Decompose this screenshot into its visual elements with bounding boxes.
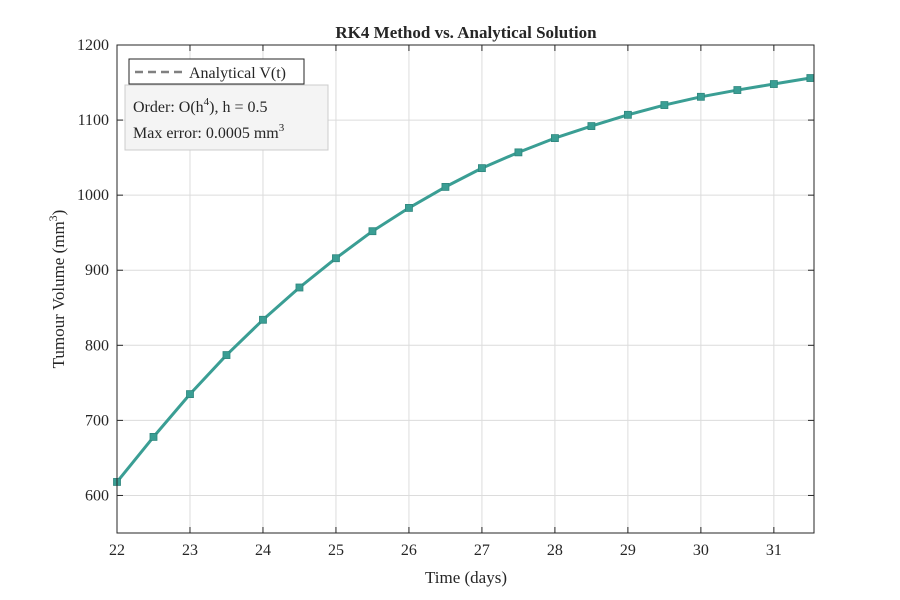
x-tick-label: 29 xyxy=(620,542,636,559)
rk4-data-point xyxy=(259,315,267,324)
y-axis-label-sup: 3 xyxy=(46,215,60,221)
y-tick-label: 900 xyxy=(85,262,109,279)
annotation-error-prefix: Max error: 0.0005 mm xyxy=(133,125,279,142)
x-tick-label: 26 xyxy=(401,542,417,559)
rk4-data-point xyxy=(660,101,669,109)
annotation-order: Order: O(h4), h = 0.5 xyxy=(133,96,268,116)
y-tick-label: 1200 xyxy=(77,37,109,54)
y-axis-label-main: Tumour Volume (mm xyxy=(49,221,68,368)
rk4-data-point xyxy=(186,390,194,399)
rk4-data-point xyxy=(405,204,413,212)
rk4-data-point xyxy=(478,164,486,173)
chart-title: RK4 Method vs. Analytical Solution xyxy=(335,23,597,42)
x-tick-label: 22 xyxy=(109,542,125,559)
legend-box xyxy=(128,58,305,85)
rk4-data-point xyxy=(769,80,778,88)
annotation-error-sup: 3 xyxy=(279,122,285,134)
y-tick-label: 700 xyxy=(85,412,109,429)
rk4-series-line xyxy=(115,76,811,483)
x-tick-label: 25 xyxy=(328,542,344,559)
legend-label-analytical: Analytical V(t) xyxy=(189,65,286,82)
rk4-data-point xyxy=(368,227,377,236)
x-tick-label: 31 xyxy=(766,542,782,559)
x-tick-label: 24 xyxy=(255,542,271,559)
rk4-data-point xyxy=(295,283,304,292)
x-tick-label: 28 xyxy=(547,542,563,559)
annotation-background xyxy=(124,84,329,151)
rk4-data-point xyxy=(332,254,340,263)
y-tick-label: 600 xyxy=(85,487,109,504)
rk4-data-point xyxy=(441,182,450,191)
y-tick-label: 1000 xyxy=(77,187,109,204)
annotation-box: Order: O(h4), h = 0.5 Max error: 0.0005 … xyxy=(124,84,329,151)
rk4-data-point xyxy=(514,148,523,157)
y-tick-label: 1100 xyxy=(78,112,109,129)
annotation-order-prefix: Order: O(h xyxy=(133,99,204,116)
annotation-order-suffix: ), h = 0.5 xyxy=(209,99,267,116)
legend: Analytical V(t) xyxy=(128,58,305,85)
rk4-data-point xyxy=(222,351,231,359)
x-tick-label: 23 xyxy=(182,542,198,559)
rk4-data-point xyxy=(149,433,158,441)
annotation-max-error: Max error: 0.0005 mm3 xyxy=(133,122,285,142)
rk4-data-point xyxy=(587,122,596,130)
plot-frame xyxy=(116,44,815,534)
rk4-data-point xyxy=(551,134,559,142)
y-axis-label: Tumour Volume (mm3) xyxy=(46,210,68,369)
x-tick-label: 30 xyxy=(693,542,709,559)
rk4-data-point xyxy=(696,92,705,101)
rk4-data-point xyxy=(733,86,742,94)
rk4-data-point xyxy=(623,110,632,119)
y-axis-label-end: ) xyxy=(49,210,68,216)
x-axis-label: Time (days) xyxy=(425,568,507,587)
rk4-data-point xyxy=(806,74,815,82)
y-tick-label: 800 xyxy=(85,337,109,354)
axis-ticks: 22 23 24 25 26 27 28 29 30 31 600 700 800 900 1000 1100… xyxy=(77,37,814,559)
x-tick-label: 27 xyxy=(474,542,490,559)
annotation-order-sup: 4 xyxy=(204,96,210,108)
